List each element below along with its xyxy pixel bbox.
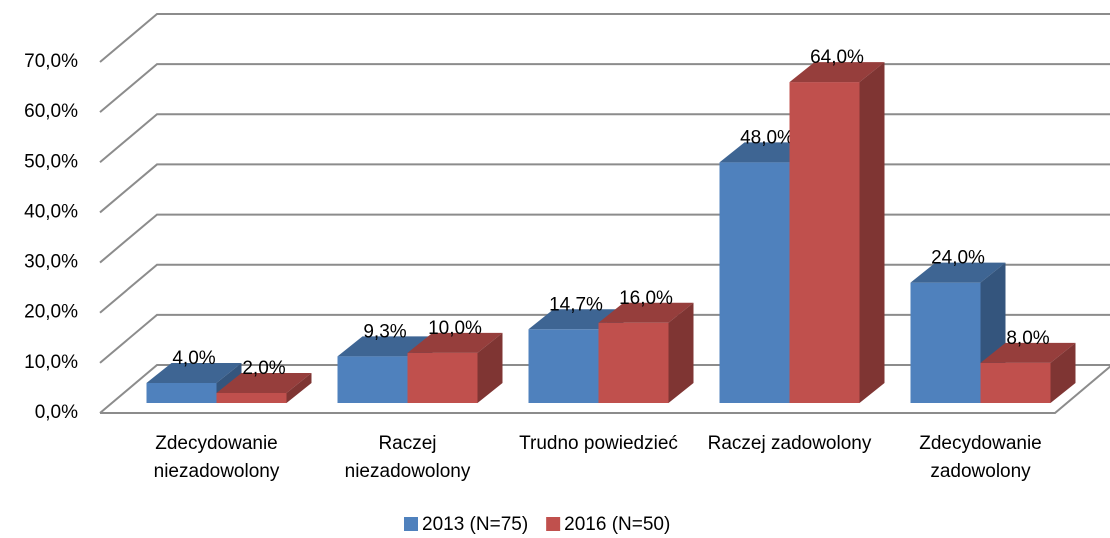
grid-line	[99, 163, 1110, 214]
legend-label: 2013 (N=75)	[422, 514, 528, 535]
floor-line	[100, 365, 1110, 414]
y-tick-label: 30,0%	[24, 252, 78, 273]
data-label: 4,0%	[172, 348, 215, 369]
x-tick-label: Trudno powiedzieć	[519, 433, 678, 454]
bar-front	[789, 82, 860, 403]
bar-top	[789, 62, 885, 83]
y-tick-label: 40,0%	[24, 201, 78, 222]
bar-front	[407, 352, 478, 403]
bar-top	[598, 302, 694, 323]
bar-top	[910, 262, 1006, 283]
legend-swatch	[404, 517, 418, 531]
grid-line	[99, 63, 1110, 113]
bar-front	[719, 162, 790, 403]
bar-top	[216, 372, 312, 393]
y-tick-label: 10,0%	[24, 352, 78, 373]
y-tick-label: 50,0%	[24, 151, 78, 172]
bar-front	[146, 382, 217, 403]
bar-front	[598, 322, 669, 403]
y-tick-label: 0,0%	[35, 402, 78, 423]
bar-side	[1050, 342, 1076, 403]
data-label: 48,0%	[740, 127, 794, 148]
data-label: 2,0%	[242, 358, 285, 379]
y-tick-label: 70,0%	[24, 51, 78, 72]
y-tick-label: 20,0%	[24, 302, 78, 323]
bar-front	[528, 329, 599, 403]
bar-top	[407, 332, 503, 353]
legend-swatch	[546, 517, 561, 531]
x-tick-label: Zdecydowanie niezadowolony	[153, 433, 280, 482]
x-tick-label: Raczej zadowolony	[707, 433, 872, 454]
bar-top	[337, 336, 433, 357]
bar-front	[980, 362, 1051, 403]
bar-side	[286, 372, 312, 403]
bar-top	[146, 362, 242, 383]
bar-front	[337, 356, 408, 403]
grid-line	[99, 13, 1110, 63]
legend-label: 2016 (N=50)	[564, 514, 670, 535]
data-label: 24,0%	[931, 248, 985, 269]
grid-line	[99, 113, 1110, 164]
data-label: 9,3%	[363, 321, 406, 342]
data-label: 64,0%	[810, 47, 864, 68]
y-tick-label: 60,0%	[24, 101, 78, 122]
bar-front	[910, 282, 981, 403]
bar-side	[477, 332, 503, 403]
data-label: 16,0%	[619, 288, 673, 309]
x-tick-label: Raczej niezadowolony	[344, 433, 471, 482]
bar-top	[980, 342, 1076, 363]
data-label: 14,7%	[549, 294, 603, 315]
x-tick-label: Zdecydowanie zadowolony	[919, 433, 1042, 482]
data-label: 10,0%	[428, 318, 482, 339]
bar-side	[859, 62, 885, 403]
bar-front	[216, 392, 287, 403]
data-label: 8,0%	[1006, 328, 1049, 349]
bar-side	[668, 302, 694, 403]
